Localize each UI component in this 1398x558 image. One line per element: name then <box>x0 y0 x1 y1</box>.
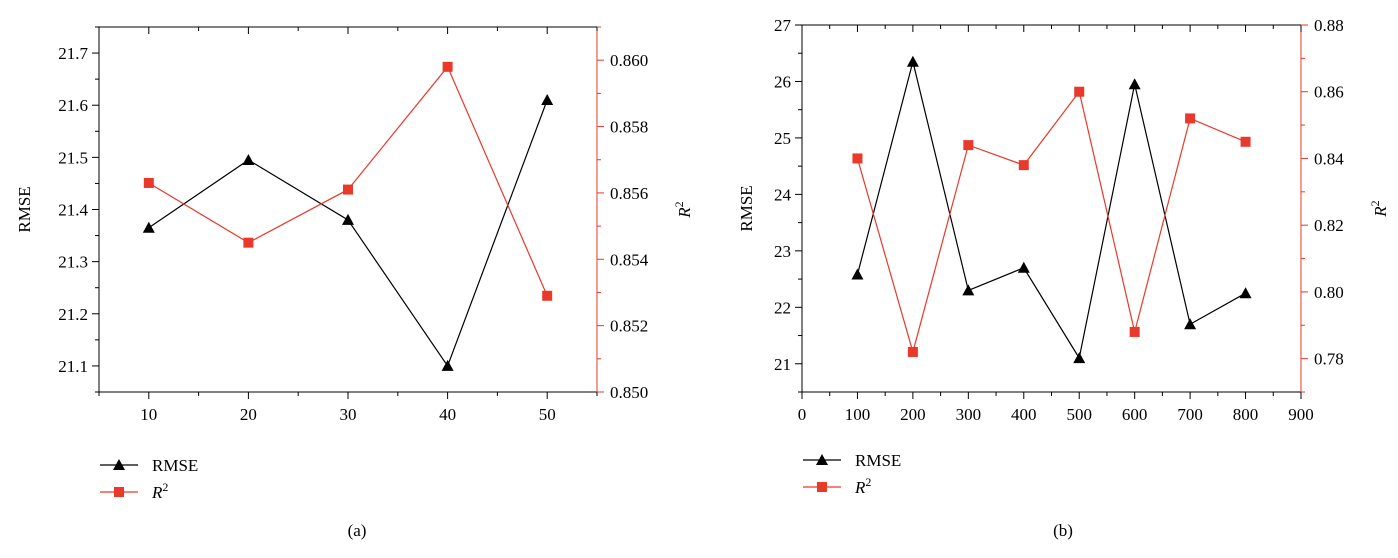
chart-1.y2-tick-label: 0.80 <box>1314 283 1344 302</box>
chart-1.rmse-point <box>962 284 975 296</box>
chart-0.y2-label-sup: 2 <box>672 201 686 207</box>
chart-0.y2-tick-label: 0.858 <box>610 118 648 137</box>
chart-0.y-tick-label: 21.3 <box>58 253 88 272</box>
chart-0.r2-point <box>442 61 453 72</box>
chart-0.y-tick-label: 21.2 <box>58 305 88 324</box>
chart-0.legend-label-0: RMSE <box>152 456 198 475</box>
chart-0.y-axis-label: RMSE <box>15 186 34 232</box>
chart-0.y-tick-label: 21.7 <box>58 44 88 63</box>
chart-1.x-tick-label: 200 <box>900 405 926 424</box>
chart-0.x-tick-label: 40 <box>439 405 456 424</box>
chart-0.r2-point <box>243 237 254 248</box>
chart-1.rmse-point <box>1017 261 1030 273</box>
chart-1.r2-point <box>1129 326 1140 337</box>
chart-0.y2-axis-label: R2 <box>672 201 694 218</box>
chart-0.y2-tick-label: 0.860 <box>610 51 648 70</box>
chart-1.rmse-point <box>1239 287 1252 299</box>
chart-0.x-tick-label: 10 <box>140 405 157 424</box>
chart-1.y2-tick-label: 0.84 <box>1314 149 1344 168</box>
chart-1.y-tick-label: 25 <box>774 129 791 148</box>
chart-0.y2-tick-label: 0.856 <box>610 184 648 203</box>
chart-1.series-line-1 <box>856 90 1246 355</box>
chart-1.rmse-point <box>1073 352 1086 364</box>
chart-0.caption: (a) <box>348 521 367 540</box>
chart-1.legend-label-0: RMSE <box>855 451 901 470</box>
chart-0.r2-point <box>143 177 154 188</box>
chart-1.x-tick-label: 600 <box>1122 405 1148 424</box>
chart-1.y-tick-label: 21 <box>774 355 791 374</box>
chart-1.r2-point <box>1018 160 1029 171</box>
chart-0.r2-point <box>343 184 353 195</box>
chart-1.legend-label-sup: 2 <box>865 475 871 489</box>
chart-0.y-tick-label: 21.5 <box>58 148 88 167</box>
chart-1.y-tick-label: 27 <box>774 16 792 35</box>
chart-1.x-tick-label: 500 <box>1066 405 1092 424</box>
chart-0.y-tick-label: 21.1 <box>58 357 88 376</box>
chart-1.x-tick-label: 900 <box>1288 405 1314 424</box>
chart-1.y-tick-label: 26 <box>774 72 791 91</box>
chart-1.rmse-point <box>906 55 919 67</box>
chart-1.y-tick-label: 22 <box>774 298 791 317</box>
chart-1.y2-label-main: R <box>1371 206 1390 218</box>
chart-1.legend-label-main: RMSE <box>855 451 901 470</box>
chart-0.series-line-0 <box>148 99 548 368</box>
chart-1.y2-tick-label: 0.78 <box>1314 350 1344 369</box>
chart-1.r2-point <box>1185 113 1196 124</box>
chart-0.legend-label-1: R2 <box>151 480 168 502</box>
chart-0.x-tick-label: 50 <box>539 405 556 424</box>
chart-1.legend-label-main: R <box>854 478 866 497</box>
chart-0.y2-tick-label: 0.852 <box>610 317 648 336</box>
chart-1.legend-marker-0 <box>816 454 828 465</box>
chart-1.rmse-point <box>851 268 864 280</box>
chart-1.rmse-point <box>1128 78 1141 90</box>
chart-0.y2-tick-label: 0.854 <box>610 250 649 269</box>
chart-1.r2-point <box>907 346 918 357</box>
chart-1.rmse-point <box>1184 318 1197 330</box>
chart-0.rmse-point <box>441 359 454 371</box>
chart-1.x-tick-label: 800 <box>1233 405 1259 424</box>
chart-1.x-tick-label: 400 <box>1011 405 1037 424</box>
chart-1.y-axis-label: RMSE <box>737 185 756 231</box>
chart-1.r2-point <box>852 153 863 164</box>
chart-1.x-tick-label: 300 <box>956 405 982 424</box>
chart-1.r2-point <box>1074 86 1085 97</box>
chart-1.x-tick-label: 700 <box>1177 405 1203 424</box>
chart-1.caption: (b) <box>1053 521 1073 540</box>
chart-0.legend-marker-0 <box>113 459 125 470</box>
chart-0.legend-label-main: R <box>151 483 163 502</box>
chart-1.y2-label-sup: 2 <box>1368 200 1382 206</box>
chart-0.rmse-point <box>142 221 155 233</box>
chart-1.y-tick-label: 23 <box>774 242 791 261</box>
chart-0.legend-marker-1 <box>114 487 124 497</box>
chart-0.rmse-point <box>242 153 255 165</box>
chart-1.y2-tick-label: 0.86 <box>1314 83 1344 102</box>
chart-1.series-line-0 <box>856 61 1246 360</box>
chart-0.rmse-point <box>541 94 554 105</box>
chart-1.legend-label-1: R2 <box>854 475 871 497</box>
chart-0.legend-label-sup: 2 <box>162 480 168 494</box>
chart-0.series-line-1 <box>148 65 548 297</box>
chart-1.x-tick-label: 0 <box>798 405 807 424</box>
chart-1.y2-axis-label: R2 <box>1368 200 1390 217</box>
chart-0.y2-label-main: R <box>675 207 694 219</box>
chart-1.x-tick-label: 100 <box>845 405 871 424</box>
chart-1.y2-tick-label: 0.82 <box>1314 216 1344 235</box>
chart-0.x-tick-label: 20 <box>240 405 257 424</box>
chart-0.y-tick-label: 21.6 <box>58 96 88 115</box>
chart-0.r2-point <box>542 290 553 301</box>
chart-0.y-tick-label: 21.4 <box>58 201 88 220</box>
chart-0.y2-tick-label: 0.850 <box>610 383 648 402</box>
chart-1.r2-point <box>1240 136 1251 147</box>
chart-1.legend-marker-1 <box>817 482 827 492</box>
chart-0.x-tick-label: 30 <box>340 405 357 424</box>
chart-1.r2-point <box>963 140 974 151</box>
chart-1.y2-tick-label: 0.88 <box>1314 16 1344 35</box>
chart-0.legend-label-main: RMSE <box>152 456 198 475</box>
chart-1.y-tick-label: 24 <box>774 185 792 204</box>
chart-0.rmse-point <box>342 213 354 225</box>
